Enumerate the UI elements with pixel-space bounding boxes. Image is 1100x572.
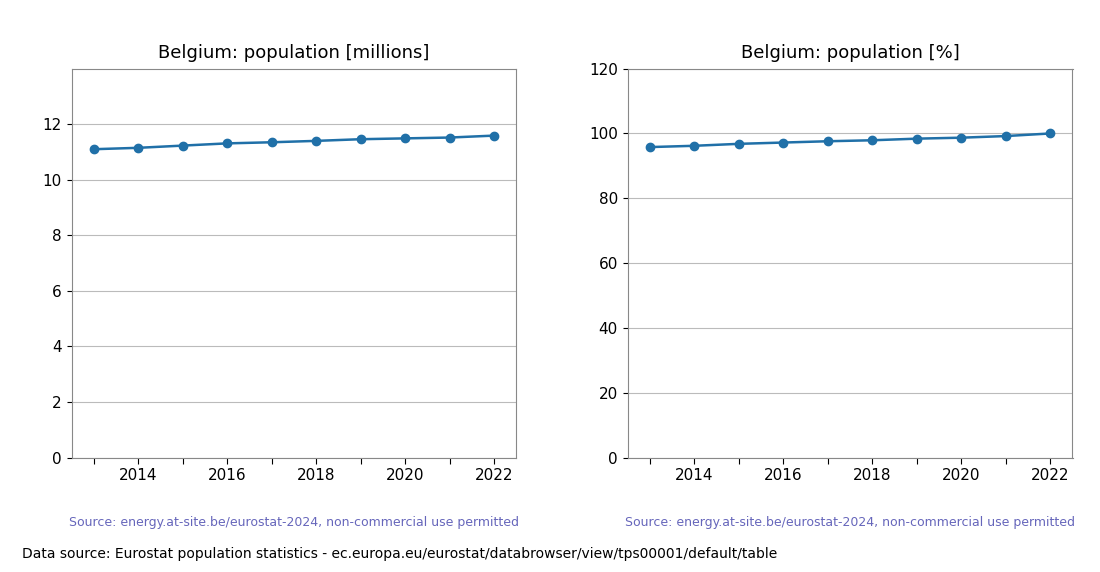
Text: Data source: Eurostat population statistics - ec.europa.eu/eurostat/databrowser/: Data source: Eurostat population statist… <box>22 547 778 561</box>
Text: Source: energy.at-site.be/eurostat-2024, non-commercial use permitted: Source: energy.at-site.be/eurostat-2024,… <box>69 516 519 529</box>
Title: Belgium: population [millions]: Belgium: population [millions] <box>158 43 430 62</box>
Title: Belgium: population [%]: Belgium: population [%] <box>740 43 959 62</box>
Text: Source: energy.at-site.be/eurostat-2024, non-commercial use permitted: Source: energy.at-site.be/eurostat-2024,… <box>625 516 1075 529</box>
